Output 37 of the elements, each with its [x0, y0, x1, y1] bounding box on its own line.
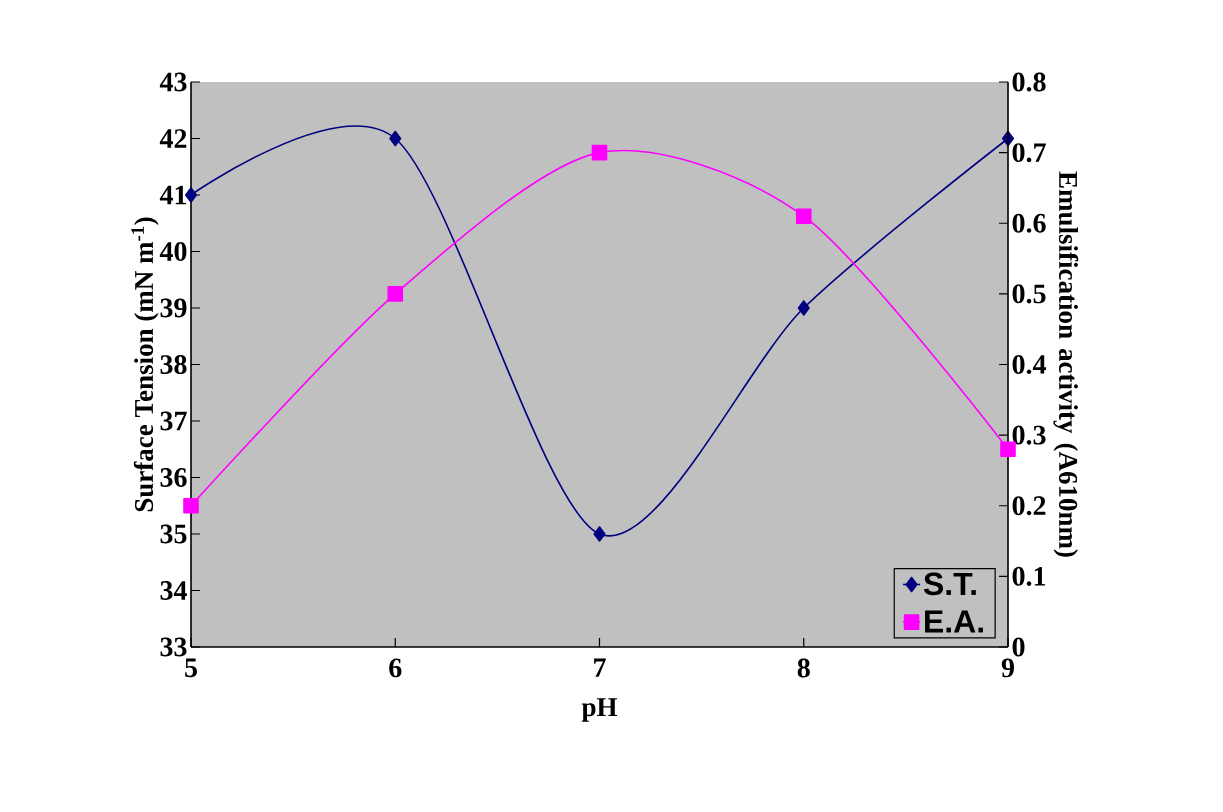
y2-tick-label: 0.5	[1012, 284, 1046, 304]
y-tick-label: 40	[159, 242, 187, 261]
x-tick-label: 8	[797, 658, 810, 678]
y-tick-label: 34	[160, 581, 187, 600]
y2-tick-label: 0.8	[1012, 72, 1046, 92]
legend-label: E.A.	[925, 610, 983, 633]
y2-tick-label: 0.6	[1012, 213, 1046, 233]
point	[389, 130, 402, 147]
x-axis-title: pH	[581, 698, 618, 722]
y2-tick-label: 0.4	[1012, 355, 1047, 375]
y-tick-label: 43	[159, 72, 187, 92]
y-tick-label: 38	[160, 355, 187, 374]
y-tick-label: 36	[160, 468, 187, 487]
y-tick-label: 41	[159, 185, 187, 205]
x-tick-label: 5	[185, 658, 197, 678]
point	[387, 286, 404, 302]
point	[795, 208, 812, 224]
x-tick-label: 9	[1001, 658, 1014, 678]
x-tick-label: 7	[594, 658, 606, 677]
y-tick-label: 37	[160, 411, 187, 431]
y-tick-label: 42	[159, 129, 187, 148]
point	[593, 526, 606, 542]
y-tick-label: 33	[160, 637, 187, 657]
legend-label: S.T.	[923, 572, 976, 596]
y2-axis-title: Emulsification activity (A610nm)	[1053, 171, 1079, 557]
y2-tick-label: 0.7	[1012, 143, 1046, 163]
y2-tick-label: 0.1	[1012, 566, 1046, 586]
y-axis-title: Surface Tension (mN m$^{-1}$)	[131, 217, 159, 512]
y2-tick-label: 0	[1012, 637, 1025, 657]
y2-tick-label: 0.3	[1012, 425, 1046, 445]
point	[797, 300, 810, 316]
y-tick-label: 39	[160, 298, 187, 318]
y-tick-label: 35	[160, 524, 187, 544]
point	[183, 497, 199, 514]
x-tick-label: 6	[389, 658, 402, 678]
y2-tick-label: 0.2	[1012, 496, 1046, 516]
point	[591, 144, 608, 161]
